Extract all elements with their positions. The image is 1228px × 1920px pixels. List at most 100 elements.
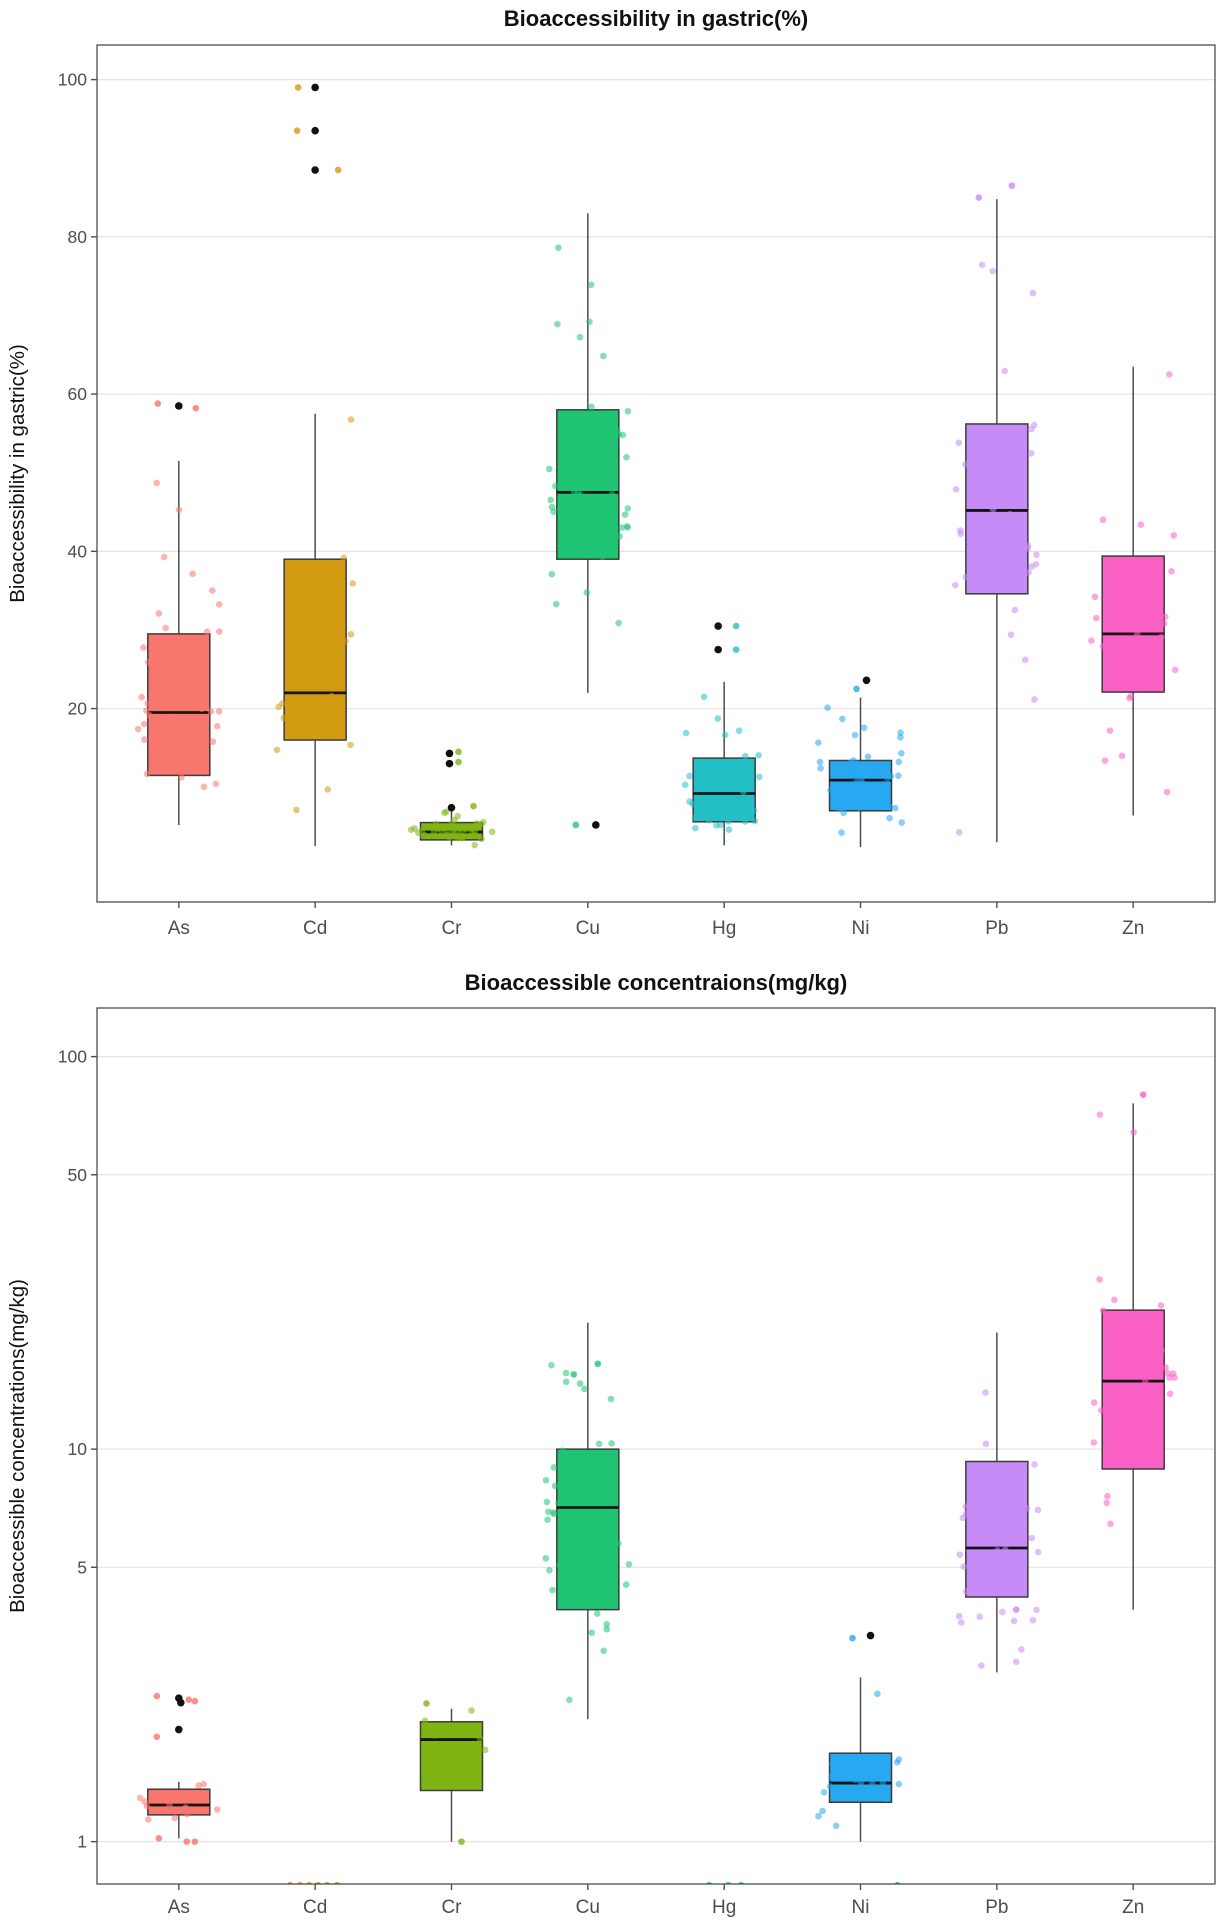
jitter-point [1133,630,1141,638]
jitter-point [989,267,997,275]
jitter-point [982,1440,990,1448]
chart-title: Bioaccessible concentraions(mg/kg) [465,970,848,995]
jitter-point [550,1510,558,1518]
jitter-point [852,1776,859,1783]
jitter-point [1011,565,1018,573]
jitter-point [1010,560,1018,568]
jitter-point [978,261,986,269]
jitter-point [869,1780,876,1787]
jitter-point [984,438,991,445]
jitter-point [996,1558,1003,1566]
outlier-point-colored [191,1697,199,1705]
jitter-point [874,1690,881,1698]
jitter-point [839,764,847,772]
jitter-point [476,1735,484,1742]
jitter-point [1006,1589,1013,1597]
box-Cd [283,558,347,741]
x-tick-label-Pb: Pb [985,1897,1008,1918]
jitter-point [586,318,593,326]
jitter-points-Zn [1088,371,1179,796]
jitter-point [871,1754,878,1762]
jitter-point [895,758,903,766]
jitter-point [873,770,881,777]
jitter-point [550,1464,558,1471]
outlier-point-colored [294,84,302,91]
jitter-point [843,1765,851,1773]
jitter-point [317,726,324,734]
jitter-point [868,792,875,799]
jitter-point [1127,692,1135,700]
jitter-point [895,1780,903,1788]
jitter-point [1000,557,1008,564]
jitter-point [1157,1302,1165,1309]
outlier-point-colored [975,194,983,201]
series-Hg [681,622,763,846]
jitter-point [883,1795,891,1803]
jitter-point [859,780,867,787]
jitter-point [448,821,455,828]
jitter-point [481,1746,489,1754]
jitter-point [325,644,333,652]
jitter-points-Cd [273,84,357,814]
jitter-point [1140,1359,1148,1366]
jitter-point [555,1499,562,1507]
jitter-point [898,749,905,757]
jitter-point [974,533,981,541]
jitter-point [998,1566,1006,1573]
jitter-point [1028,1534,1036,1542]
box-Pb [965,1460,1029,1598]
jitter-point [952,485,960,493]
jitter-point [1002,519,1009,526]
jitter-points-As [134,400,223,791]
jitter-point [1142,1343,1149,1350]
jitter-point [895,772,902,780]
box-Zn [1101,1309,1165,1470]
jitter-point [1130,1129,1138,1136]
jitter-point [1010,1492,1018,1500]
jitter-point [1024,545,1031,552]
jitter-point [1107,1421,1114,1428]
outlier-point-black [311,126,319,135]
jitter-point [555,244,562,251]
jitter-point [198,705,205,713]
jitter-point [442,808,450,816]
jitter-point [478,835,485,843]
jitter-point [895,1756,903,1763]
outlier-point-black [177,1698,185,1707]
y-axis-title: Bioaccessibility in gastric(%) [6,344,29,603]
jitter-point [575,450,583,457]
jitter-point [988,517,995,524]
jitter-point [562,1369,570,1377]
jitter-point [1171,666,1179,674]
jitter-point [884,761,891,769]
jitter-point [599,553,606,561]
outlier-point-colored [572,821,580,829]
jitter-point [999,542,1006,549]
jitter-point [618,524,626,531]
outlier-point-colored [153,1692,161,1700]
jitter-point [898,819,906,826]
jitter-point [1034,1548,1042,1556]
jitter-point [828,1760,836,1768]
jitter-point [1150,1335,1157,1343]
y-tick-label: 80 [68,227,88,247]
jitter-point [157,682,165,690]
jitter-point [817,765,824,772]
jitter-point [844,762,852,770]
jitter-point [686,772,693,780]
jitter-point [471,832,478,839]
outlier-point-colored [455,758,462,766]
jitter-point [1103,610,1110,617]
clipped-point [305,1882,313,1884]
jitter-point [1129,1322,1137,1329]
jitter-point [556,1561,564,1569]
jitter-points-Hg [681,622,763,833]
outlier-point-colored [1008,182,1016,190]
series-Cu [542,1322,633,1720]
jitter-point [847,789,855,796]
outlier-point-colored [732,622,740,630]
jitter-point [180,730,188,738]
jitter-point [546,1566,553,1574]
jitter-point [980,521,988,529]
